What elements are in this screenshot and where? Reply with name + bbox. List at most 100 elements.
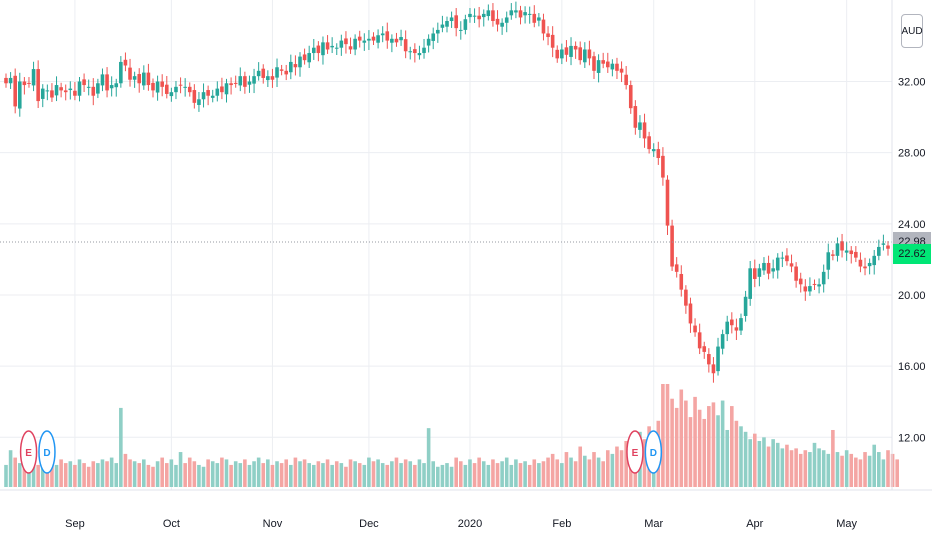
volume-bar [160,457,164,487]
volume-bar [50,457,54,487]
x-tick-label: Feb [552,518,571,530]
volume-bar [881,459,886,487]
volume-bar [77,459,82,487]
volume-bar [243,459,247,487]
dividend-marker[interactable]: D [644,430,663,474]
candle-body [491,10,495,22]
volume-bar [725,429,730,487]
volume-bar [491,459,495,487]
x-tick-label: 2020 [458,518,482,530]
candle-body [766,262,771,274]
earnings-marker[interactable]: E [19,430,38,474]
candle-body [311,47,316,54]
candle-body [376,35,380,43]
candle-body [734,327,739,331]
volume-bar [615,446,619,487]
volume-bar [220,457,224,487]
volume-bar [8,450,13,487]
volume-bar [518,463,523,487]
candle-body [454,15,458,29]
candle-body [702,346,707,352]
candle-body [674,264,679,272]
candle-body [592,56,596,71]
volume-bar [560,463,564,487]
volume-bar [803,450,808,487]
candle-body [555,49,560,59]
volume-bar [431,461,436,487]
volume-bar [808,452,812,487]
candle-body [656,149,661,158]
candle-body [546,33,550,38]
volume-bar [302,459,307,487]
volume-bar [279,463,284,487]
candle-body [624,74,628,86]
candle-body [13,75,17,107]
volume-bar [367,457,371,487]
candle-body [325,42,330,50]
volume-bar [178,452,183,487]
volume-bar [564,452,569,487]
candle-body [858,259,863,267]
candle-body [752,268,757,279]
candle-body [436,29,440,34]
candle-body [527,13,532,15]
candle-body [192,90,197,103]
candle-body [426,38,431,46]
volume-bar [500,461,504,487]
volume-bar [426,428,431,487]
volume-bar [863,452,867,487]
volume-bar [27,466,31,487]
volume-bar [674,407,679,487]
candle-body [316,45,321,54]
volume-bar [137,463,142,487]
candle-body [45,90,50,92]
volume-bar [403,459,408,487]
volume-bar [394,457,399,487]
candle-body [642,122,647,139]
volume-bar [321,463,325,487]
candle-body [812,283,817,285]
candle-body [197,99,201,105]
volume-bar [890,453,895,487]
currency-button[interactable]: AUD [901,14,923,48]
candle-body [716,346,720,372]
volume-bar [224,459,229,487]
chart-grid [0,0,892,490]
candle-body [523,12,527,16]
candle-body [775,257,780,271]
candlesticks [4,1,890,383]
candle-body [183,86,187,88]
candle-body [261,68,266,78]
candle-body [178,84,183,86]
candle-body [679,273,684,290]
volume-bar [325,459,330,487]
time-axis[interactable]: Sep Oct Nov Dec 2020 Feb Mar Apr May [65,518,857,530]
volume-bar [298,461,302,487]
volume-bar [261,463,266,487]
volume-bar [36,464,40,487]
candle-body [128,67,132,80]
earnings-marker[interactable]: E [626,430,644,474]
volume-bar [642,439,647,487]
volume-bar [458,461,463,487]
volume-bar [605,450,610,487]
candle-body [877,246,881,256]
price-axis[interactable]: 32.00 28.00 24.00 20.00 16.00 12.00 [898,76,926,444]
volume-bar [330,464,334,487]
volume-bar [762,437,766,487]
volume-bar [233,461,238,487]
candle-body [279,69,284,71]
candle-body [532,13,537,23]
candle-body [353,38,357,50]
dividend-marker[interactable]: D [38,430,56,474]
candle-body [757,268,762,277]
volume-bar [252,461,256,487]
candle-body [831,254,835,256]
volume-bar [541,461,546,487]
candle-body [817,284,821,287]
volume-bar [449,466,454,487]
candle-body [187,86,192,93]
volume-bar [679,389,684,487]
volume-bar [798,453,803,487]
